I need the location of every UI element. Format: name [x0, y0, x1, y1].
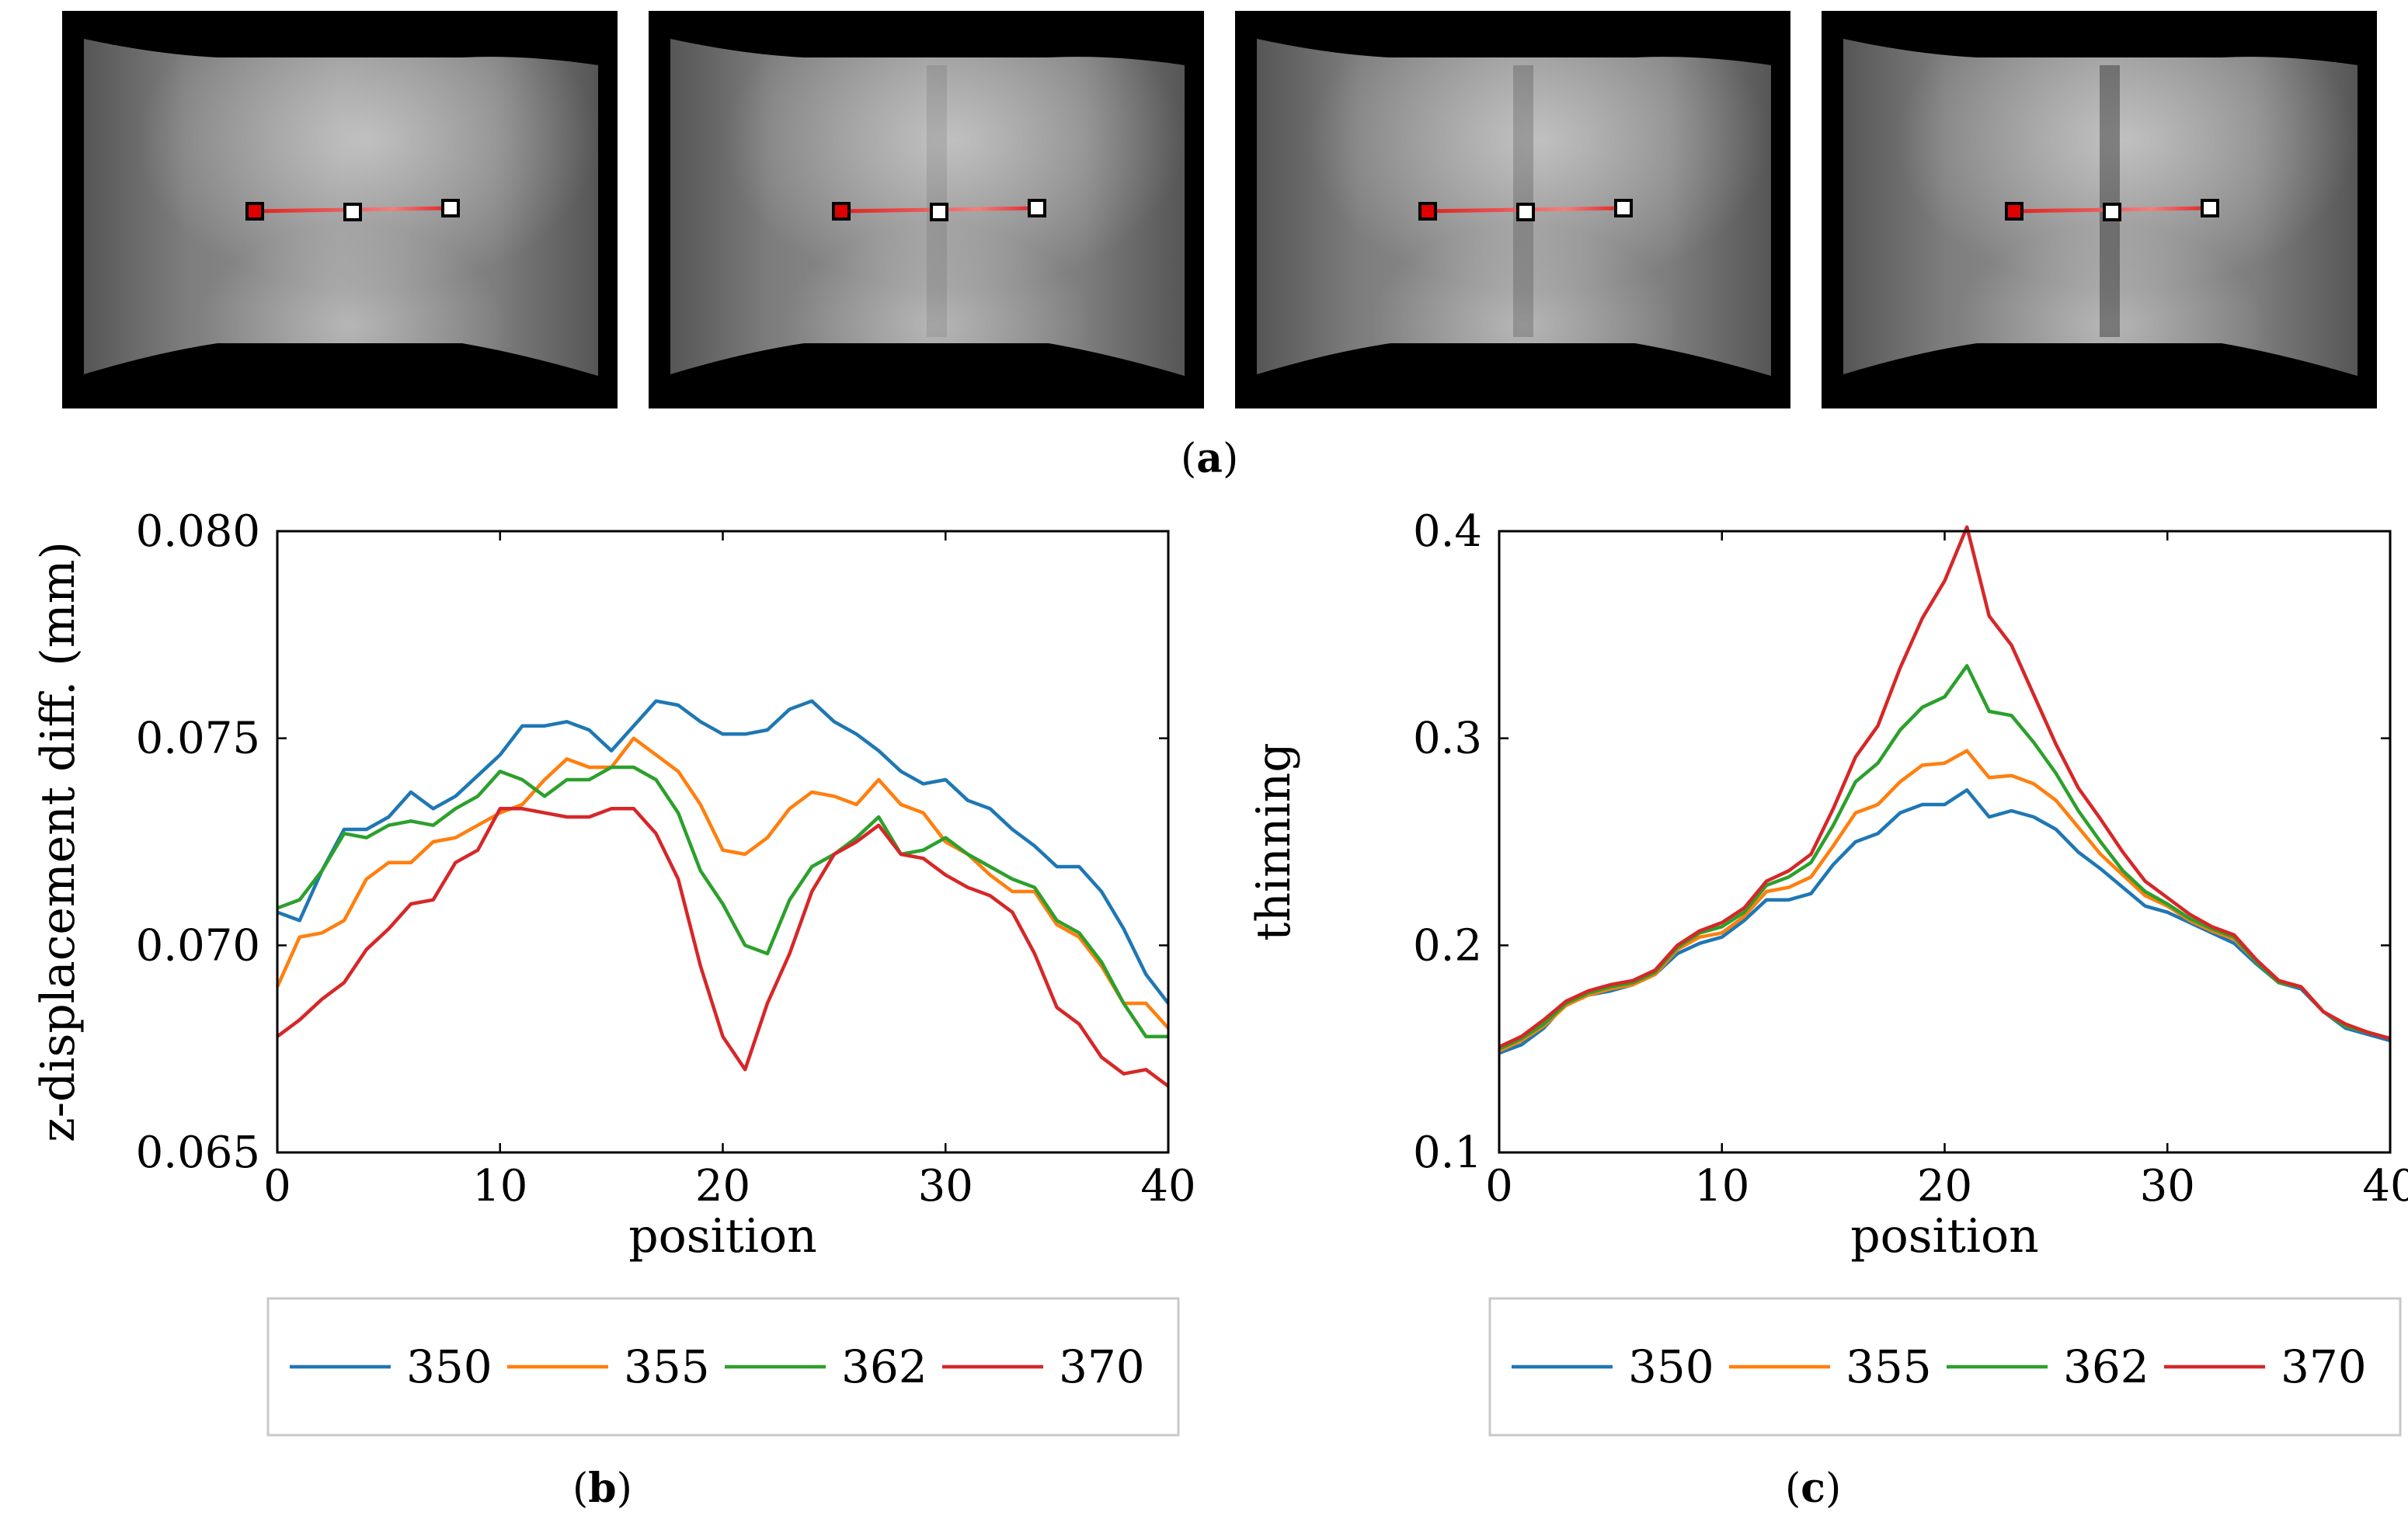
legend: 350 355 362 370 — [266, 1297, 1180, 1437]
x-tick-label: 20 — [1917, 1161, 1972, 1211]
panel-label-c-letter: c — [1801, 1465, 1825, 1512]
mid-marker — [343, 203, 362, 221]
legend-label-355: 355 — [624, 1340, 710, 1393]
x-axis-label: position — [628, 1209, 817, 1264]
start-marker — [245, 202, 264, 221]
series-line-370 — [276, 807, 1170, 1088]
series-line-370 — [1498, 525, 2391, 1049]
panel-label-b-letter: b — [588, 1465, 617, 1512]
x-tick-label: 0 — [263, 1161, 291, 1211]
y-tick-label: 0.4 — [1413, 506, 1482, 557]
legend-label-355: 355 — [1846, 1340, 1932, 1393]
legend-label-350: 350 — [406, 1340, 492, 1393]
legend: 350 355 362 370 — [1488, 1297, 2402, 1437]
specimen-image-4 — [1822, 11, 2377, 408]
panel-label-b: (b) — [572, 1465, 632, 1512]
legend-label-370: 370 — [2281, 1340, 2367, 1393]
plot-frame — [276, 530, 1170, 1154]
series-line-350 — [277, 699, 1170, 1005]
panel-label-c: (c) — [1785, 1465, 1842, 1512]
y-axis-label: z-displacement diff. (mm) — [31, 541, 85, 1142]
legend-label-362: 362 — [2063, 1340, 2149, 1393]
specimen-highlight-lower — [84, 39, 598, 376]
specimen-image-3 — [1235, 11, 1790, 408]
legend-label-370: 370 — [1059, 1340, 1145, 1393]
legend-label-350: 350 — [1628, 1340, 1714, 1393]
mid-marker — [930, 203, 948, 221]
y-tick-label: 0.070 — [136, 920, 260, 971]
series-line-350 — [1498, 788, 2391, 1055]
panel-label-a-letter: a — [1196, 435, 1223, 482]
end-marker — [1614, 199, 1633, 217]
x-tick-label: 30 — [2140, 1161, 2195, 1211]
series-line-362 — [277, 765, 1168, 1038]
x-tick-label: 40 — [1140, 1161, 1195, 1211]
legend-label-362: 362 — [841, 1340, 927, 1393]
mid-marker — [1516, 203, 1535, 221]
start-marker — [2005, 202, 2023, 221]
end-marker — [1028, 199, 1046, 217]
series-line-362 — [1498, 664, 2391, 1051]
thinning-band — [2100, 65, 2120, 337]
x-tick-label: 10 — [1694, 1161, 1749, 1211]
thinning-band — [1513, 65, 1533, 337]
specimen-highlight-lower — [1257, 39, 1771, 376]
x-tick-label: 30 — [918, 1161, 973, 1211]
chart-c: 0 10 20 30 40 0.1 0.2 0.3 0.4 position thinning 350… — [1247, 506, 2408, 1437]
series-line-355 — [275, 736, 1170, 1030]
specimen-image-1 — [62, 11, 618, 408]
y-axis-label: thinning — [1247, 742, 1301, 940]
specimen-image-2 — [649, 11, 1204, 408]
y-tick-label: 0.080 — [136, 506, 260, 557]
specimen-images-row — [62, 11, 2377, 408]
x-axis-label: position — [1850, 1209, 2039, 1264]
end-marker — [2201, 199, 2219, 217]
mid-marker — [2103, 203, 2121, 221]
y-tick-label: 0.075 — [136, 714, 260, 764]
panel-label-a: (a) — [1181, 435, 1239, 482]
end-marker — [441, 199, 460, 217]
x-tick-label: 40 — [2362, 1161, 2408, 1211]
chart-b: 0 10 20 30 40 0.065 0.070 0.075 0.080 position z-d… — [31, 506, 1196, 1437]
specimen-highlight-lower — [1843, 39, 2358, 376]
y-tick-label: 0.065 — [136, 1128, 260, 1178]
specimen-highlight-lower — [670, 39, 1185, 376]
series-line-355 — [1498, 749, 2391, 1053]
y-tick-label: 0.3 — [1413, 714, 1482, 764]
x-tick-label: 0 — [1485, 1161, 1513, 1211]
x-tick-label: 10 — [472, 1161, 527, 1211]
start-marker — [832, 202, 851, 221]
plot-frame — [1498, 530, 2392, 1154]
start-marker — [1418, 202, 1437, 221]
y-tick-label: 0.1 — [1413, 1128, 1482, 1178]
x-tick-label: 20 — [695, 1161, 750, 1211]
y-tick-label: 0.2 — [1413, 920, 1482, 971]
thinning-band — [927, 65, 947, 337]
